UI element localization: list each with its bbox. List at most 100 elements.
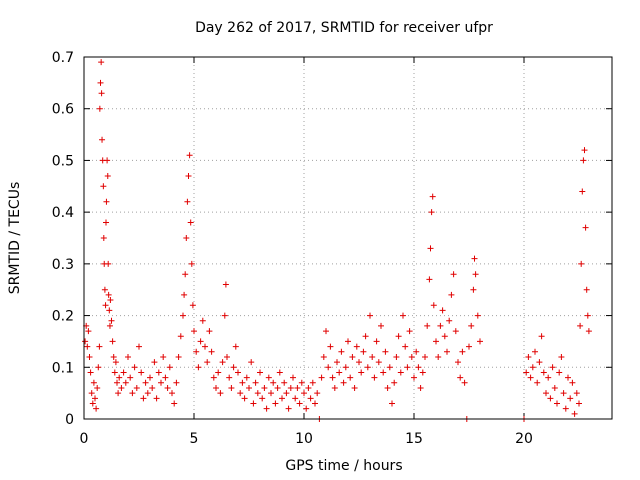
data-point [323, 328, 329, 335]
data-series-srmtid [82, 59, 592, 422]
data-point [529, 364, 536, 371]
data-point [393, 353, 400, 360]
data-point [547, 395, 554, 402]
data-point [112, 359, 119, 366]
data-point [571, 410, 578, 417]
data-point [197, 338, 204, 345]
data-point [296, 400, 303, 407]
data-point [470, 286, 477, 293]
data-point [549, 364, 556, 371]
data-point [181, 291, 188, 298]
data-point [171, 400, 178, 407]
data-point [138, 369, 145, 376]
data-point [151, 359, 158, 366]
data-point [534, 379, 541, 386]
data-point [131, 364, 138, 371]
data-point [104, 157, 111, 164]
data-point [391, 379, 398, 386]
data-point [166, 364, 173, 371]
data-point [325, 364, 332, 371]
data-point [430, 302, 437, 309]
data-point [358, 369, 365, 376]
data-point [263, 405, 270, 412]
data-point [536, 359, 543, 366]
data-point [556, 369, 563, 376]
data-point [378, 322, 384, 329]
y-tick-label: 0.5 [52, 153, 74, 169]
data-point [106, 307, 113, 314]
x-tick-label: 5 [190, 431, 199, 447]
data-point [186, 152, 193, 159]
data-point [90, 379, 97, 386]
data-point [349, 353, 356, 360]
data-point [569, 379, 576, 386]
data-point [177, 333, 184, 340]
data-point [305, 384, 312, 391]
data-point [415, 364, 422, 371]
data-point [208, 348, 215, 355]
data-point [433, 338, 439, 345]
data-point [384, 384, 391, 391]
data-point [450, 271, 457, 278]
data-point [257, 369, 263, 376]
data-point [578, 260, 585, 267]
data-point [183, 235, 190, 241]
data-point [281, 379, 288, 386]
data-point [248, 359, 255, 366]
data-point [583, 286, 590, 293]
data-point [369, 353, 376, 360]
data-point [96, 343, 103, 350]
data-point [367, 312, 373, 319]
x-tick-label: 10 [295, 431, 313, 447]
data-point [261, 384, 268, 391]
data-point [472, 271, 479, 278]
data-point [265, 374, 272, 381]
data-point [457, 374, 464, 381]
data-point [345, 338, 351, 345]
grid-lines [84, 57, 612, 419]
data-point [188, 260, 195, 267]
data-point [380, 369, 387, 376]
data-point [331, 384, 338, 391]
data-point [577, 322, 584, 329]
y-tick-label: 0.3 [52, 257, 74, 273]
data-point [444, 348, 450, 355]
data-point [413, 348, 420, 355]
data-point [210, 374, 217, 381]
data-point [448, 291, 455, 298]
data-point [309, 379, 316, 386]
data-point [389, 400, 395, 407]
data-point [125, 353, 131, 360]
data-point [153, 395, 160, 402]
data-point [428, 209, 435, 216]
data-point [312, 400, 318, 407]
x-tick-label: 20 [515, 431, 533, 447]
data-point [525, 353, 532, 360]
data-point [189, 302, 196, 309]
data-point [567, 395, 574, 402]
y-tick-label: 0.2 [52, 309, 74, 325]
data-point [329, 374, 336, 381]
data-point [373, 338, 380, 345]
data-point [88, 390, 95, 397]
plot-frame [83, 56, 613, 420]
data-point [215, 369, 222, 376]
data-point [82, 338, 89, 345]
data-point [122, 379, 129, 386]
data-point [86, 353, 93, 360]
data-point [100, 235, 107, 241]
data-point [292, 395, 299, 402]
data-point [400, 312, 406, 319]
data-point [252, 379, 259, 386]
data-point [230, 364, 237, 371]
data-point [301, 390, 307, 397]
data-point [241, 395, 248, 402]
data-point [182, 271, 189, 278]
data-point [375, 359, 382, 366]
data-point [84, 343, 91, 350]
data-point [356, 359, 362, 366]
data-point [364, 364, 371, 371]
data-point [109, 338, 116, 345]
data-point [106, 322, 113, 329]
data-point [202, 343, 208, 350]
